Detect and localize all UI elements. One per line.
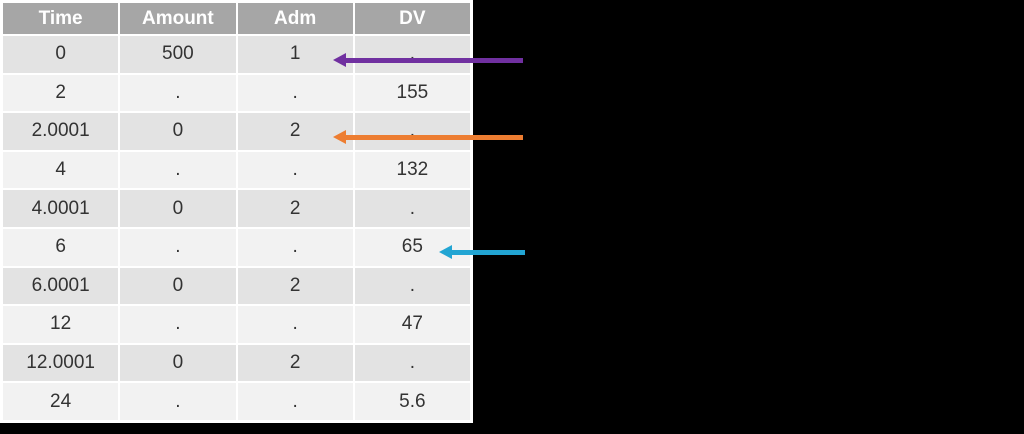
table-cell: 2.0001: [3, 113, 119, 150]
table-row: 0 500 1.: [3, 36, 470, 73]
table-cell: .: [237, 383, 353, 420]
table-cell: 0: [120, 344, 236, 382]
arrow-shaft: [346, 57, 523, 63]
table-cell: 2: [237, 344, 353, 382]
column-header-amount: Amount: [120, 3, 236, 34]
table-cell: .: [120, 151, 236, 189]
header-row: Time Amount Adm DV: [3, 3, 470, 34]
table-cell: .: [120, 228, 236, 266]
table-cell: 500: [120, 36, 236, 73]
table-body: 0 500 1. 2.. 155 2.0001 0 2. 4.. 132 4.0001 0 2. 6.. 6…: [3, 36, 470, 420]
table-cell: .: [237, 74, 353, 112]
arrow-shaft: [452, 249, 525, 255]
column-header-time: Time: [3, 3, 119, 34]
orange-arrow: [333, 130, 523, 144]
table-cell: .: [237, 228, 353, 266]
table-cell: .: [354, 113, 470, 150]
table-cell: 0: [3, 36, 119, 73]
table-cell: 2: [3, 74, 119, 112]
table-cell: .: [237, 306, 353, 343]
arrow-left-icon: [439, 245, 452, 259]
table-cell: .: [354, 36, 470, 73]
arrow-left-icon: [333, 130, 346, 144]
table-cell: 2: [237, 190, 353, 227]
table-header: Time Amount Adm DV: [3, 3, 470, 34]
table-cell: 155: [354, 74, 470, 112]
cyan-arrow: [439, 245, 525, 259]
table-row: 12.. 47: [3, 306, 470, 343]
table-row: 2.0001 0 2.: [3, 113, 470, 150]
column-header-adm: Adm: [237, 3, 353, 34]
table-cell: .: [120, 74, 236, 112]
table-cell: .: [120, 383, 236, 420]
table-cell: 47: [354, 306, 470, 343]
table-cell: 0: [120, 267, 236, 305]
table-cell: 12.0001: [3, 344, 119, 382]
table-row: 6.. 65: [3, 228, 470, 266]
table-cell: 4: [3, 151, 119, 189]
table-cell: 0: [120, 190, 236, 227]
table-cell: 132: [354, 151, 470, 189]
table-cell: .: [354, 190, 470, 227]
table-row: 12.0001 0 2.: [3, 344, 470, 382]
table-cell: 12: [3, 306, 119, 343]
table-cell: 5.6: [354, 383, 470, 420]
table-cell: 24: [3, 383, 119, 420]
table-row: 2.. 155: [3, 74, 470, 112]
table-cell: .: [354, 267, 470, 305]
arrow-shaft: [346, 134, 523, 140]
table-cell: .: [237, 151, 353, 189]
table-cell: 6.0001: [3, 267, 119, 305]
table-cell: 0: [120, 113, 236, 150]
column-header-dv: DV: [354, 3, 470, 34]
arrow-left-icon: [333, 53, 346, 67]
table-cell: 2: [237, 267, 353, 305]
table-cell: .: [354, 344, 470, 382]
table-cell: 6: [3, 228, 119, 266]
dataset-table-panel: Time Amount Adm DV 0 500 1. 2.. 155 2.0001 0 2.…: [0, 0, 473, 423]
table-row: 6.0001 0 2.: [3, 267, 470, 305]
table-cell: 4.0001: [3, 190, 119, 227]
table-cell: .: [120, 306, 236, 343]
purple-arrow: [333, 53, 523, 67]
table-row: 4.. 132: [3, 151, 470, 189]
table-row: 24.. 5.6: [3, 383, 470, 420]
table-row: 4.0001 0 2.: [3, 190, 470, 227]
dataset-table: Time Amount Adm DV 0 500 1. 2.. 155 2.0001 0 2.…: [1, 1, 472, 422]
